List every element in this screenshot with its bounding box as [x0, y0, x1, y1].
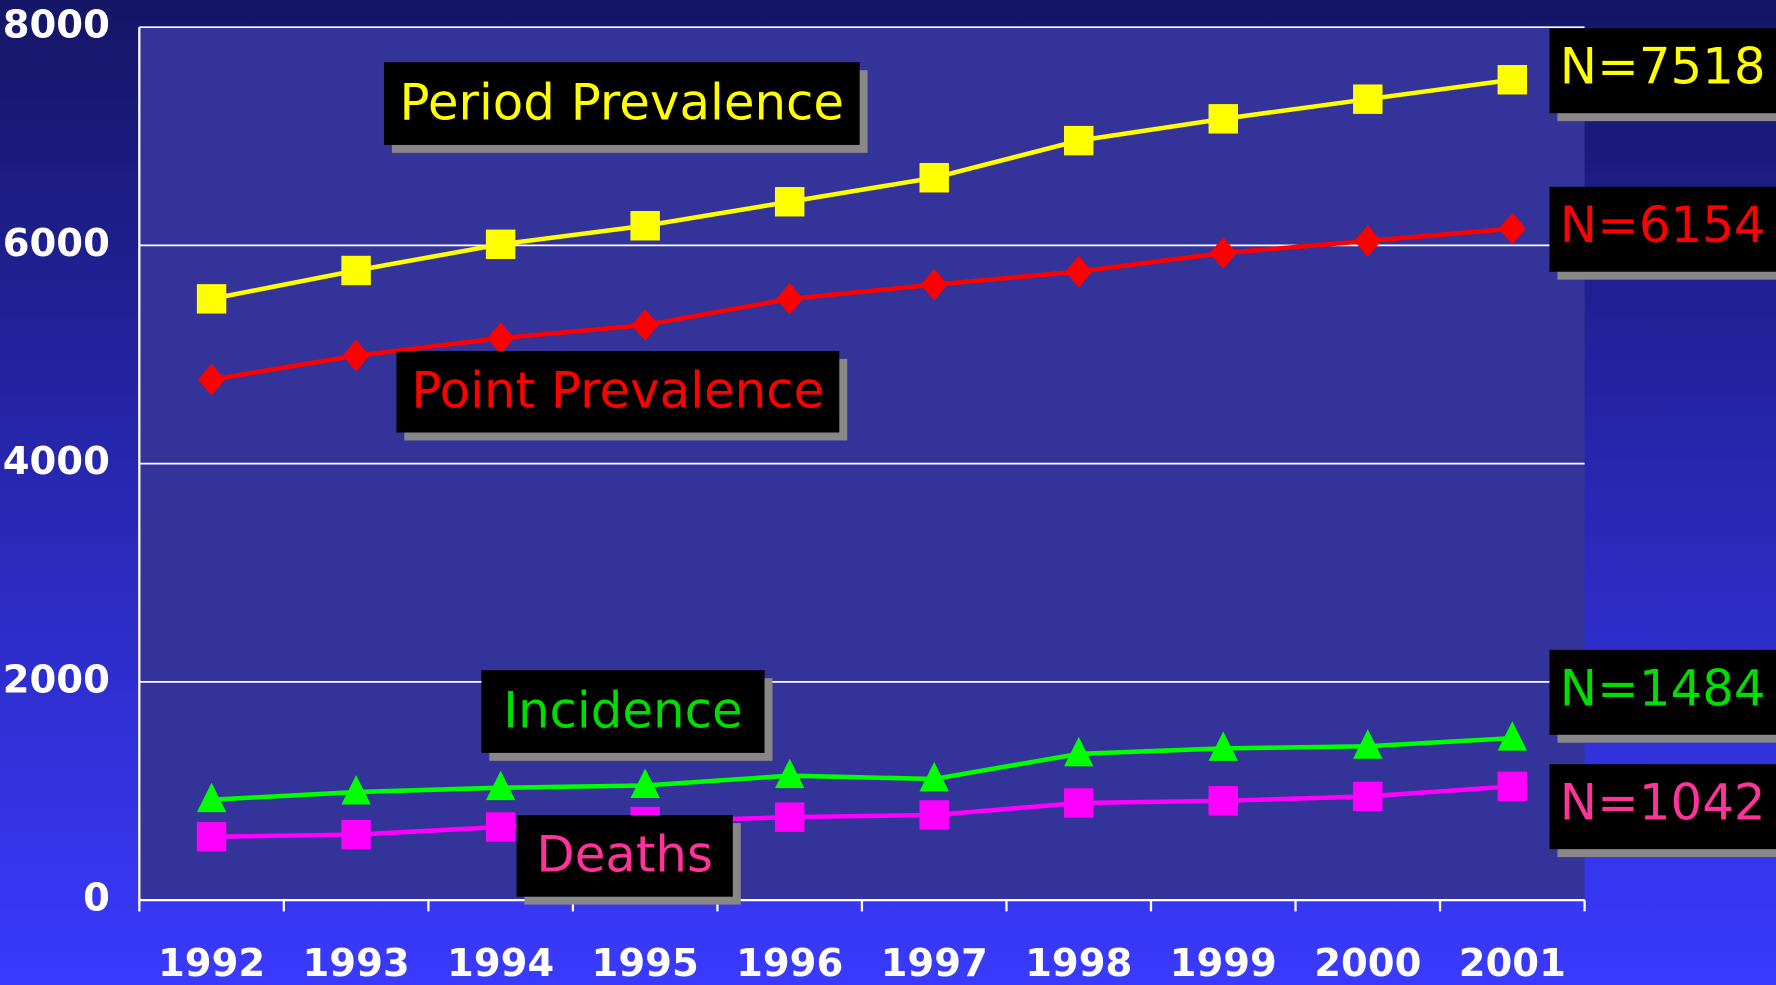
- x-tick-label: 1992: [158, 941, 265, 985]
- data-point: [1354, 225, 1382, 257]
- data-point: [1497, 721, 1528, 751]
- data-label: N=7518: [1560, 38, 1766, 96]
- data-point: [1353, 729, 1383, 759]
- label-box: [1549, 649, 1776, 735]
- data-label: N=6154: [1560, 196, 1766, 254]
- y-tick-label: 0: [83, 876, 110, 921]
- data-point: [1208, 786, 1238, 816]
- data-point: [1353, 781, 1383, 812]
- series-name: Point Prevalence: [411, 362, 824, 420]
- data-label: N=1484: [1560, 659, 1766, 717]
- data-point: [196, 822, 227, 852]
- series-line: [211, 77, 1513, 302]
- x-tick-label: 1997: [881, 941, 988, 985]
- data-point: [630, 211, 660, 241]
- x-tick-label: 1993: [303, 941, 410, 985]
- data-point: [341, 255, 371, 286]
- data-point: [485, 812, 516, 842]
- data-point: [196, 284, 227, 314]
- data-point: [1064, 788, 1094, 818]
- data-point: [1498, 212, 1526, 245]
- x-tick-label: 1994: [447, 941, 554, 985]
- label-box: [481, 670, 765, 753]
- data-point: [485, 229, 516, 260]
- data-point: [1065, 255, 1093, 288]
- x-tick-label: 1998: [1025, 941, 1132, 985]
- label-box: [396, 350, 840, 433]
- label-box: [1549, 28, 1776, 114]
- x-tick-label: 2001: [1459, 941, 1566, 985]
- data-point: [1353, 84, 1383, 114]
- data-point: [487, 322, 515, 354]
- y-tick-label: 2000: [3, 657, 110, 702]
- data-point: [341, 819, 371, 850]
- data-point: [1064, 736, 1094, 767]
- data-point: [1497, 65, 1528, 95]
- data-label: N=1042: [1560, 774, 1766, 832]
- data-point: [485, 770, 516, 801]
- series-name: Incidence: [503, 681, 742, 739]
- x-tick-label: 1999: [1170, 941, 1277, 985]
- data-point: [774, 758, 805, 789]
- label-box: [383, 62, 860, 145]
- y-tick-label: 8000: [3, 3, 110, 48]
- series-name: Deaths: [536, 826, 713, 884]
- data-point: [197, 363, 226, 396]
- label-box: [1549, 764, 1776, 850]
- y-tick-label: 4000: [3, 439, 110, 484]
- data-point: [774, 802, 805, 832]
- data-point: [919, 163, 949, 193]
- data-point: [630, 768, 660, 798]
- label-box: [1549, 186, 1776, 272]
- series-line: [211, 735, 1513, 802]
- data-point: [1209, 237, 1237, 269]
- data-point: [1064, 125, 1094, 156]
- label-box: [516, 815, 733, 897]
- data-point: [1497, 771, 1528, 802]
- x-tick-label: 1995: [592, 941, 699, 985]
- series-line: [211, 784, 1513, 840]
- data-point: [919, 800, 949, 830]
- data-point: [919, 761, 949, 792]
- data-point: [196, 782, 227, 813]
- data-point: [631, 309, 659, 341]
- data-point: [342, 339, 370, 372]
- y-tick-label: 6000: [3, 221, 110, 266]
- x-tick-label: 2000: [1314, 941, 1421, 985]
- series-name: Period Prevalence: [400, 73, 845, 131]
- data-point: [341, 775, 371, 805]
- data-point: [1208, 731, 1238, 761]
- data-point: [774, 187, 805, 217]
- x-tick-label: 1996: [736, 941, 843, 985]
- series-line: [211, 226, 1513, 382]
- data-point: [920, 268, 948, 301]
- data-point: [1208, 104, 1238, 134]
